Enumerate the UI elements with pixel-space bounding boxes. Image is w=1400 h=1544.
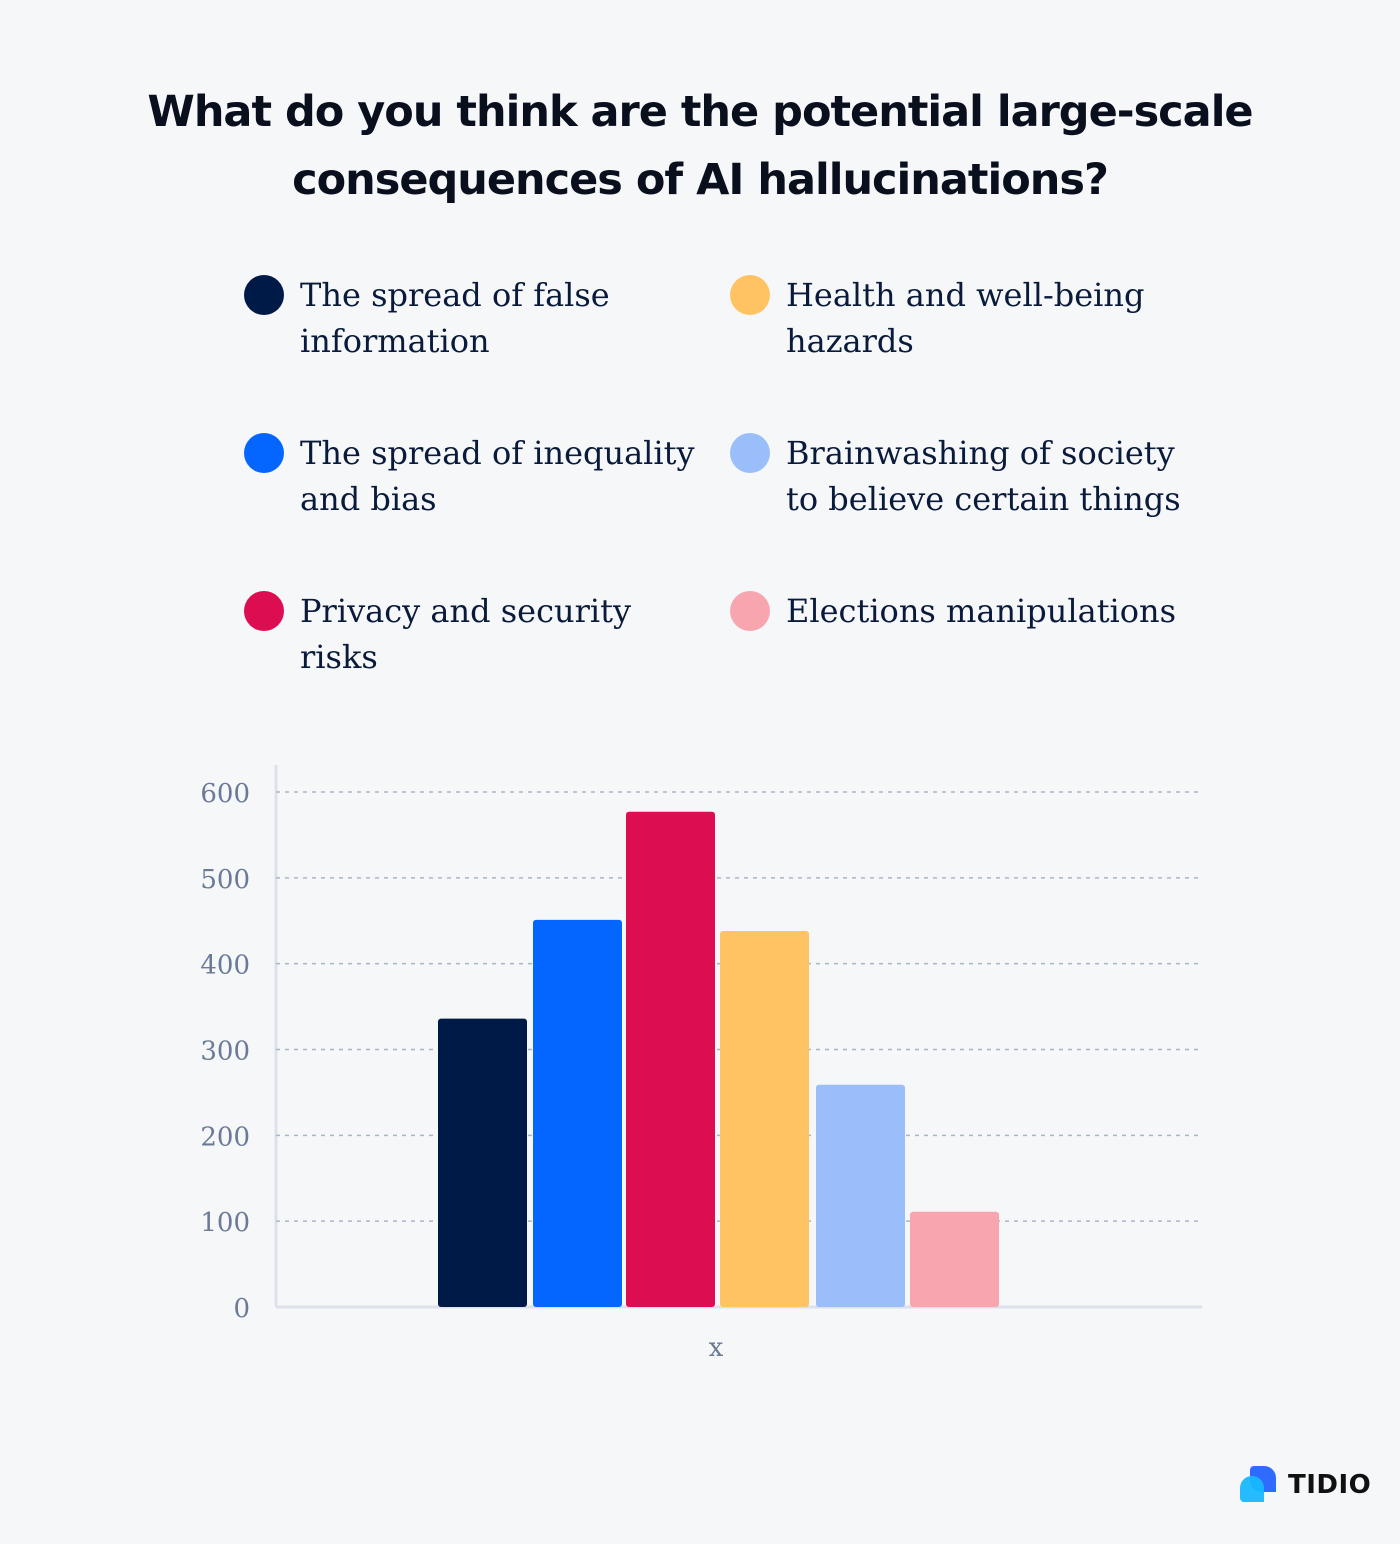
legend-swatch: [730, 275, 770, 315]
legend-item: Privacy and security risks: [244, 588, 730, 680]
legend-label: Health and well-being hazards: [786, 276, 1145, 360]
y-tick-label: 200: [200, 1122, 250, 1152]
bar: [720, 931, 809, 1307]
legend: The spread of false information Health a…: [244, 272, 1204, 680]
legend-swatch: [730, 433, 770, 473]
y-tick-label: 600: [200, 779, 250, 809]
brand-name: TIDIO: [1288, 1470, 1372, 1500]
legend-label: The spread of false information: [300, 276, 610, 360]
bar: [910, 1211, 999, 1307]
legend-label: Privacy and security risks: [300, 592, 632, 676]
bar: [438, 1018, 527, 1307]
tidio-logo: TIDIO: [1240, 1466, 1371, 1504]
y-tick-label: 0: [233, 1294, 250, 1324]
tidio-logo-icon: [1240, 1466, 1276, 1502]
bar: [816, 1084, 905, 1307]
legend-item: The spread of false information: [244, 272, 730, 364]
bar: [533, 919, 622, 1307]
legend-label: Brainwashing of society to believe certa…: [786, 434, 1181, 518]
legend-swatch: [730, 591, 770, 631]
legend-swatch: [244, 433, 284, 473]
legend-swatch: [244, 275, 284, 315]
x-axis-label: x: [709, 1333, 724, 1363]
legend-item: Health and well-being hazards: [730, 272, 1190, 364]
bar: [626, 811, 715, 1307]
y-tick-label: 400: [200, 951, 250, 981]
legend-item: The spread of inequality and bias: [244, 430, 730, 522]
legend-label: The spread of inequality and bias: [300, 434, 695, 518]
y-tick-label: 300: [200, 1037, 250, 1067]
legend-item: Brainwashing of society to believe certa…: [730, 430, 1190, 522]
legend-label: Elections manipulations: [786, 592, 1177, 630]
y-tick-label: 100: [200, 1208, 250, 1238]
y-tick-label: 500: [200, 865, 250, 895]
legend-swatch: [244, 591, 284, 631]
chart-title: What do you think are the potential larg…: [147, 87, 1253, 205]
legend-item: Elections manipulations: [730, 588, 1190, 680]
